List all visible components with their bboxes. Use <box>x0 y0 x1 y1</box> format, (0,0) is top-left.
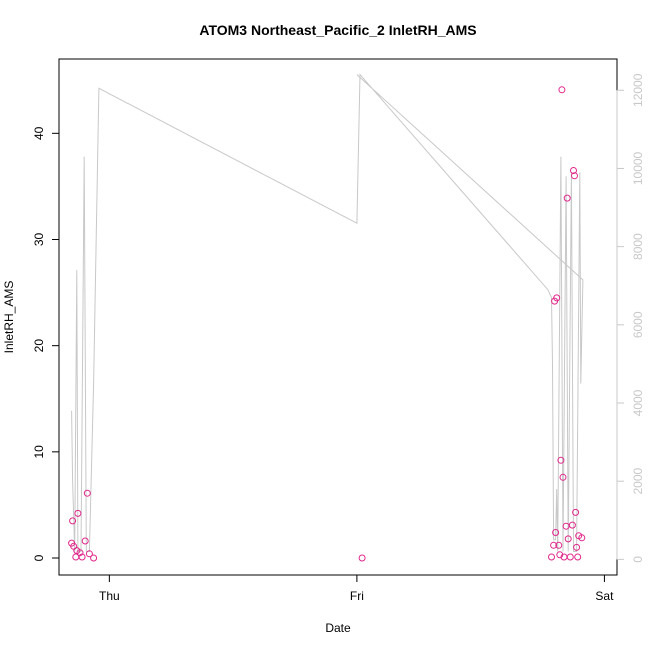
data-point-32 <box>573 543 581 551</box>
y-right-tick-label-3: 6000 <box>631 311 645 338</box>
x-axis: Thu Fri Sat <box>99 574 614 603</box>
data-point-29 <box>570 167 577 174</box>
chart-title: ATOM3 Northeast_Pacific_2 InletRH_AMS <box>199 22 476 38</box>
y-left-tick-label-4: 40 <box>32 126 46 140</box>
data-point-30 <box>571 172 578 180</box>
x-tick-label-1: Fri <box>350 589 364 603</box>
data-point-26 <box>564 535 572 543</box>
x-tick-label-0: Thu <box>99 589 120 603</box>
data-point-22 <box>559 473 567 481</box>
data-point-21 <box>558 86 566 94</box>
y-left-tick-label-1: 10 <box>32 445 46 459</box>
data-point-27 <box>566 553 574 561</box>
y-right-tick-label-2: 4000 <box>631 389 645 416</box>
y-axis-title: InletRH_AMS <box>2 281 16 354</box>
data-point-6 <box>76 549 84 557</box>
data-point-20 <box>557 456 565 464</box>
y-left-tick-label-3: 30 <box>32 232 46 246</box>
data-point-1 <box>69 517 77 525</box>
data-point-33 <box>574 553 582 561</box>
series-points <box>68 86 586 562</box>
y-right-tick-label-4: 8000 <box>631 233 645 260</box>
data-point-16 <box>552 529 560 536</box>
data-point-31 <box>572 508 580 516</box>
data-point-18 <box>555 541 563 549</box>
data-point-10 <box>85 550 93 558</box>
data-point-35 <box>578 534 586 542</box>
data-point-7 <box>78 553 86 561</box>
data-point-11 <box>90 554 98 562</box>
data-point-5 <box>74 509 82 517</box>
data-point-25 <box>563 194 571 202</box>
x-tick-label-2: Sat <box>595 589 614 603</box>
data-point-13 <box>548 553 555 561</box>
data-point-9 <box>83 489 91 497</box>
y-right-tick-label-6: 12000 <box>631 73 645 107</box>
data-point-19 <box>556 551 564 559</box>
data-point-17 <box>553 294 561 302</box>
y-right-tick-label-1: 2000 <box>631 468 645 495</box>
data-point-14 <box>550 541 558 549</box>
data-point-8 <box>81 537 89 545</box>
y-left-tick-label-0: 0 <box>32 554 46 561</box>
series-line <box>71 73 584 552</box>
plot-frame <box>58 58 618 576</box>
y-axis-right: 0 2000 4000 6000 8000 10000 12000 <box>616 73 645 563</box>
y-right-tick-label-0: 0 <box>631 556 645 563</box>
y-axis-left: 0 10 20 30 40 <box>32 126 60 561</box>
y-right-tick-label-5: 10000 <box>631 151 645 185</box>
y-left-tick-label-2: 20 <box>32 339 46 353</box>
data-point-12 <box>358 554 366 562</box>
x-axis-title: Date <box>325 621 351 635</box>
series-line-path <box>71 73 584 552</box>
data-point-28 <box>568 521 576 529</box>
